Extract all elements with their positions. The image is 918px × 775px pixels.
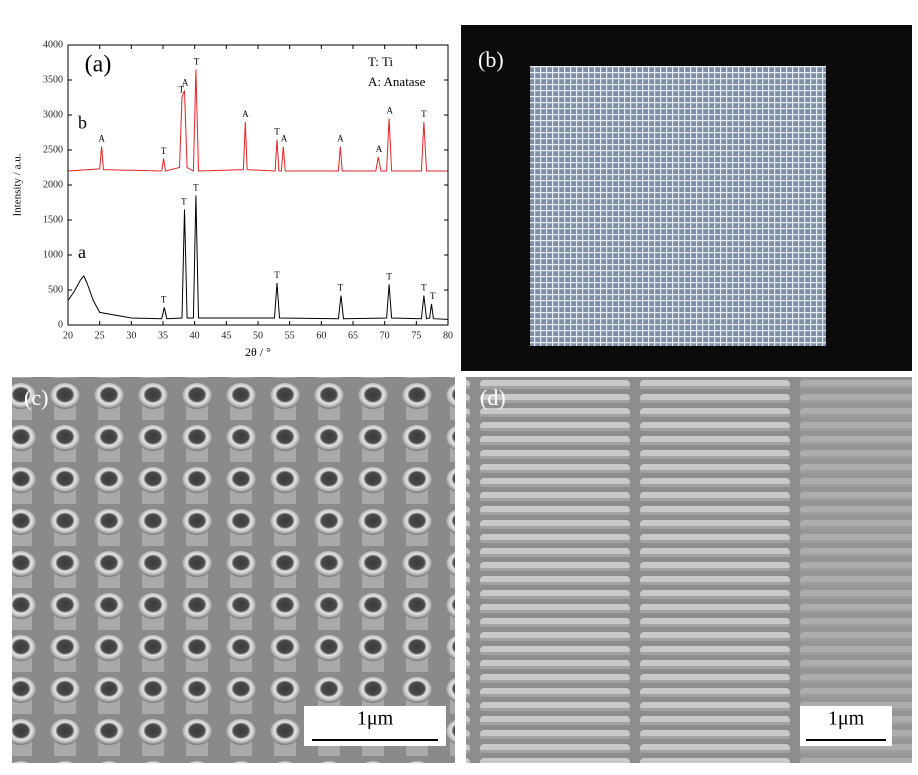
y-axis-label: Intensity / a.u. (12, 153, 24, 216)
x-tick-label: 35 (158, 330, 168, 341)
x-tick-label: 75 (411, 330, 421, 341)
y-tick-label: 2500 (43, 144, 63, 155)
peak-label: T (161, 146, 167, 156)
y-tick-label: 2000 (43, 179, 63, 190)
sem-image (12, 377, 455, 763)
series-line (67, 69, 448, 172)
x-tick-label: 20 (63, 330, 73, 341)
y-tick-label: 3500 (43, 74, 63, 85)
peak-label: T (338, 283, 344, 293)
panel-d: (d) 1μm (466, 377, 912, 763)
y-tick-label: 3000 (43, 109, 63, 120)
peak-label: T (181, 197, 187, 207)
legend-line: T: Ti (368, 54, 393, 69)
y-tick-label: 1500 (43, 214, 63, 225)
legend-line: A: Anatase (368, 74, 426, 89)
peak-label: T (421, 109, 427, 119)
peak-label: T (161, 295, 167, 305)
peak-label: A (242, 109, 249, 119)
panel-label: (d) (480, 385, 506, 410)
peak-label: T (193, 183, 199, 193)
x-tick-label: 25 (95, 330, 105, 341)
mesh-sample (530, 66, 826, 346)
x-tick-label: 40 (190, 330, 200, 341)
panel-label: (a) (85, 52, 112, 78)
peak-label: T (194, 57, 200, 67)
y-tick-label: 0 (58, 319, 63, 330)
scale-bar-label: 1μm (828, 708, 865, 730)
sem-shade (800, 377, 912, 763)
series-label: b (78, 113, 87, 133)
peak-label: T (274, 127, 280, 137)
peak-label: A (182, 78, 189, 88)
panel-label: (c) (24, 385, 48, 410)
peak-label: A (98, 134, 105, 144)
peak-label: T (179, 85, 185, 95)
peak-label: T (430, 291, 436, 301)
panel-b: (b) (461, 25, 912, 371)
peak-label: T (274, 270, 280, 280)
y-tick-label: 4000 (43, 39, 63, 50)
series-line (67, 195, 449, 320)
x-tick-label: 45 (221, 330, 231, 341)
y-tick-label: 1000 (43, 249, 63, 260)
scale-bar-label: 1μm (357, 708, 394, 730)
x-tick-label: 50 (253, 330, 263, 341)
peak-label: T (386, 271, 392, 281)
x-tick-label: 60 (316, 330, 326, 341)
y-tick-label: 500 (48, 284, 63, 295)
plot-frame (67, 44, 449, 326)
peak-label: A (281, 134, 288, 144)
x-tick-label: 70 (380, 330, 390, 341)
x-tick-label: 65 (348, 330, 358, 341)
x-tick-label: 55 (285, 330, 295, 341)
x-tick-label: 80 (443, 330, 453, 341)
panel-c: (c) 1μm (12, 377, 455, 763)
x-axis-label: 2θ / ° (245, 345, 271, 359)
panel-a-background (0, 0, 456, 372)
x-tick-label: 30 (126, 330, 136, 341)
peak-label: A (337, 134, 344, 144)
panel-label: (b) (478, 47, 504, 72)
peak-label: A (386, 106, 393, 116)
peak-label: T (421, 283, 427, 293)
series-label: a (78, 242, 86, 262)
peak-label: A (376, 144, 383, 154)
